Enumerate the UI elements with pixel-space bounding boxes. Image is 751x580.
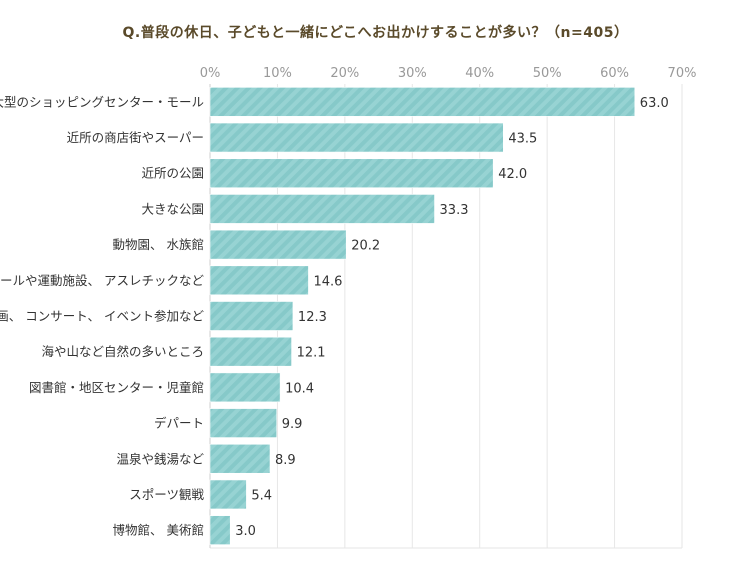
data-label: 9.9 <box>282 417 303 432</box>
bar <box>209 122 504 153</box>
bar <box>209 443 271 474</box>
x-tick-label: 10% <box>263 66 292 81</box>
category-label: 大型のショッピングセンター・モール <box>0 94 204 109</box>
bar <box>209 87 636 117</box>
bar <box>209 229 347 260</box>
data-label: 10.4 <box>285 381 314 396</box>
bar <box>209 301 294 331</box>
category-label: 大きな公園 <box>141 201 204 216</box>
chart-title: Q.普段の休日、子どもと一緒にどこへお出かけすることが多い？（n=405） <box>122 25 629 41</box>
data-label: 20.2 <box>351 239 380 254</box>
data-label: 8.9 <box>275 453 296 468</box>
bar <box>209 408 278 438</box>
data-label: 14.6 <box>313 274 342 289</box>
category-label: プールや運動施設、 アスレチックなど <box>0 273 204 288</box>
bar <box>209 194 435 224</box>
category-label: 温泉や銭湯など <box>116 451 204 466</box>
data-label: 33.3 <box>440 203 469 218</box>
data-label: 42.0 <box>498 167 527 182</box>
category-label: スポーツ観戦 <box>129 487 204 502</box>
category-label: 博物館、 美術館 <box>113 523 204 538</box>
x-tick-label: 30% <box>398 66 427 81</box>
bar <box>209 479 247 510</box>
category-label: 近所の公園 <box>141 166 204 181</box>
x-tick-label: 0% <box>200 66 221 81</box>
x-tick-label: 40% <box>465 66 494 81</box>
data-label: 3.0 <box>235 524 256 539</box>
x-tick-label: 20% <box>330 66 359 81</box>
bar <box>209 336 292 367</box>
category-label: デパート <box>154 416 204 431</box>
data-label: 43.5 <box>508 132 537 147</box>
bar <box>209 372 281 403</box>
x-tick-label: 50% <box>533 66 562 81</box>
category-label: 図書館・地区センター・児童館 <box>29 380 204 395</box>
bar <box>209 265 309 296</box>
data-label: 5.4 <box>251 488 272 503</box>
x-tick-label: 70% <box>668 66 697 81</box>
data-label: 12.3 <box>298 310 327 325</box>
category-label: 海や山など自然の多いところ <box>41 344 204 359</box>
data-label: 12.1 <box>297 346 326 361</box>
x-tick-label: 60% <box>600 66 629 81</box>
category-label: 動物園、 水族館 <box>113 237 204 252</box>
category-label: 近所の商店街やスーパー <box>67 130 204 145</box>
category-label: 映画、 コンサート、 イベント参加など <box>0 309 204 324</box>
bar <box>209 158 494 189</box>
bar <box>209 515 231 545</box>
data-label: 63.0 <box>640 96 669 111</box>
